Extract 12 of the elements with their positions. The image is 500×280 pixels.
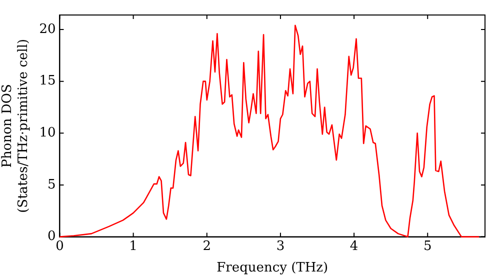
y-tick-label: 5 xyxy=(47,177,56,192)
y-tick-label: 10 xyxy=(39,126,56,141)
y-axis-title: Phonon DOS (States/THz·primitive cell) xyxy=(0,38,31,213)
x-axis-title: Frequency (THz) xyxy=(216,260,328,276)
y-tick-label: 0 xyxy=(47,229,56,244)
x-tick-label: 5 xyxy=(423,238,432,254)
y-tick-label: 20 xyxy=(39,22,56,37)
x-tick-label: 3 xyxy=(276,238,285,254)
x-tick-label: 4 xyxy=(350,238,358,254)
x-tick-label: 1 xyxy=(129,238,138,254)
x-tick-label: 2 xyxy=(202,238,212,254)
y-tick-label: 15 xyxy=(39,74,56,89)
